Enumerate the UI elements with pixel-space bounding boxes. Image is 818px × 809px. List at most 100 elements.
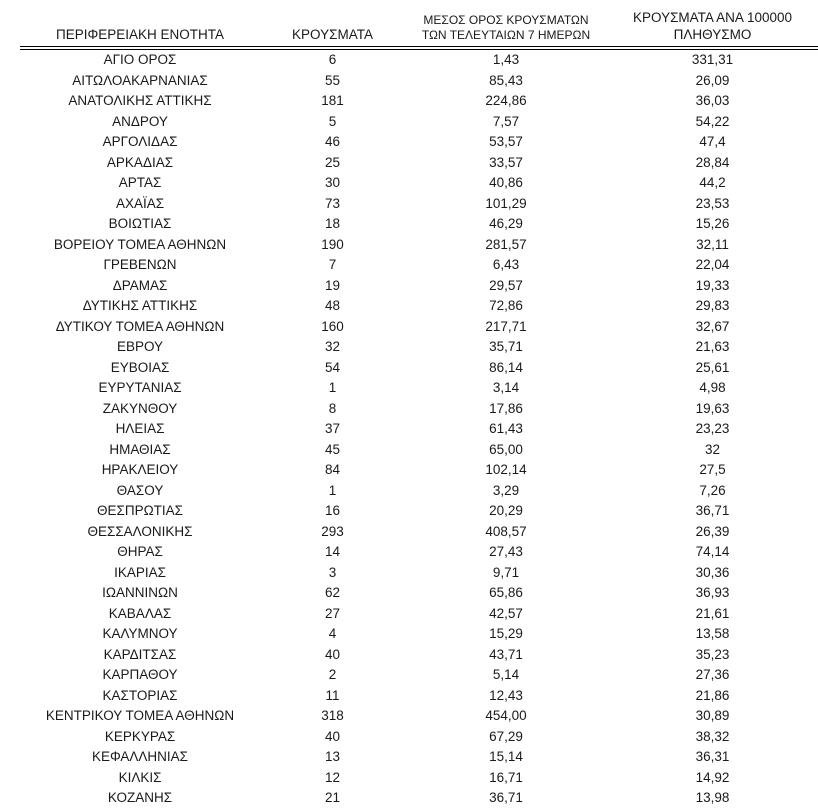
cell-per100k: 13,58 [695,626,730,641]
cell-region: ΚΕΝΤΡΙΚΟΥ ΤΟΜΕΑ ΑΘΗΝΩΝ [45,708,235,723]
table-row: ΗΛΕΙΑΣ 37 61,43 23,23 [20,419,818,440]
cell-cases: 1 [328,380,337,395]
cell-per100k: 38,32 [695,728,730,744]
column-header-per100k-line1: ΚΡΟΥΣΜΑΤΑ ΑΝΑ 100000 [633,10,792,25]
cell-avg7days: 27,43 [489,544,523,559]
cell-region: ΓΡΕΒΕΝΩΝ [103,257,177,272]
cell-cases: 8 [328,400,337,416]
table-row: ΑΙΤΩΛΟΑΚΑΡΝΑΝΙΑΣ 55 85,43 26,09 [20,71,818,92]
cell-region: ΑΓΙΟ ΟΡΟΣ [103,52,177,67]
cell-cases: 2 [328,667,337,682]
table-row: ΑΓΙΟ ΟΡΟΣ 6 1,43 331,31 [20,48,818,71]
cell-avg7days: 16,71 [489,769,523,785]
cell-avg7days: 5,14 [492,667,520,682]
cell-region: ΘΗΡΑΣ [117,544,163,559]
cell-avg7days: 3,14 [492,380,520,395]
cell-avg7days: 20,29 [489,503,523,518]
cell-cases: 27 [324,605,341,621]
cell-avg7days: 29,57 [489,277,523,293]
cell-cases: 46 [324,134,341,149]
cell-cases: 54 [324,359,341,375]
cell-per100k: 28,84 [695,154,730,170]
table-row: ΚΙΛΚΙΣ 12 16,71 14,92 [20,768,818,789]
cell-region: ΑΧΑΪΑΣ [115,195,165,211]
column-header-avg7days-line2: ΤΩΝ ΤΕΛΕΥΤΑΙΩΝ 7 ΗΜΕΡΩΝ [421,28,591,42]
cell-per100k: 23,23 [695,421,730,436]
cell-avg7days: 17,86 [489,400,523,416]
table-row: ΚΕΡΚΥΡΑΣ 40 67,29 38,32 [20,727,818,748]
cell-avg7days: 15,29 [489,626,523,641]
cell-per100k: 36,71 [695,503,730,518]
cell-avg7days: 42,57 [489,605,523,621]
cell-cases: 11 [325,687,340,703]
cell-cases: 293 [321,523,344,539]
cell-cases: 32 [324,339,341,354]
column-header-avg7days-line1: ΜΕΣΟΣ ΟΡΟΣ ΚΡΟΥΣΜΑΤΩΝ [423,13,589,27]
table-row: ΒΟΙΩΤΙΑΣ 18 46,29 15,26 [20,214,818,235]
cell-region: ΑΡΤΑΣ [118,175,162,190]
cell-per100k: 29,83 [695,298,730,313]
cell-per100k: 19,63 [695,400,730,416]
cell-cases: 40 [324,646,341,662]
column-header-per100k-line2: ΠΛΗΘΥΣΜΟ [673,27,752,42]
cell-region: ΑΙΤΩΛΟΑΚΑΡΝΑΝΙΑΣ [72,72,208,88]
cell-cases: 16 [324,503,341,518]
cell-per100k: 36,31 [695,749,730,764]
cell-per100k: 19,33 [695,277,730,293]
table-row: ΗΜΑΘΙΑΣ 45 65,00 32 [20,440,818,461]
table-row: ΘΕΣΣΑΛΟΝΙΚΗΣ 293 408,57 26,39 [20,522,818,543]
table-row: ΚΑΣΤΟΡΙΑΣ 11 12,43 21,86 [20,686,818,707]
table-row: ΔΡΑΜΑΣ 19 29,57 19,33 [20,276,818,297]
cell-avg7days: 3,29 [492,482,520,498]
cell-avg7days: 15,14 [489,749,523,764]
table-row: ΚΑΒΑΛΑΣ 27 42,57 21,61 [20,604,818,625]
cell-region: ΕΒΡΟΥ [116,339,164,354]
cell-per100k: 27,5 [699,462,726,477]
cell-per100k: 30,89 [695,708,730,723]
cell-per100k: 26,39 [695,523,730,539]
column-header-per100k: ΚΡΟΥΣΜΑΤΑ ΑΝΑ 100000 ΠΛΗΘΥΣΜΟ [607,0,818,50]
cell-region: ΕΥΡΥΤΑΝΙΑΣ [98,380,182,395]
cell-cases: 318 [321,708,344,723]
cell-cases: 6 [328,52,337,67]
table-row: ΑΡΚΑΔΙΑΣ 25 33,57 28,84 [20,153,818,174]
cell-region: ΑΡΚΑΔΙΑΣ [106,154,174,170]
cell-cases: 55 [324,72,341,88]
cell-per100k: 14,92 [695,769,730,785]
table-row: ΙΚΑΡΙΑΣ 3 9,71 30,36 [20,563,818,584]
cell-avg7days: 6,43 [492,257,520,272]
cell-avg7days: 101,29 [485,195,527,211]
table-row: ΘΑΣΟΥ 1 3,29 7,26 [20,481,818,502]
cell-region: ΗΛΕΙΑΣ [115,421,165,436]
cell-cases: 30 [324,175,341,190]
cell-region: ΚΙΛΚΙΣ [118,769,162,785]
cell-cases: 181 [321,93,344,108]
cell-avg7days: 46,29 [489,216,523,231]
cell-region: ΒΟΙΩΤΙΑΣ [108,216,172,231]
cell-avg7days: 102,14 [485,462,527,477]
cell-avg7days: 67,29 [489,728,523,744]
cell-avg7days: 7,57 [492,113,520,129]
cell-avg7days: 65,86 [489,585,523,600]
cell-per100k: 26,09 [695,72,730,88]
cell-cases: 84 [324,462,341,477]
cell-per100k: 7,26 [699,482,726,498]
cell-avg7days: 12,43 [489,687,523,703]
cell-per100k: 36,03 [695,93,730,108]
table-row: ΚΟΖΑΝΗΣ 21 36,71 13,98 [20,788,818,809]
cell-per100k: 21,63 [695,339,730,354]
cell-cases: 21 [324,790,341,805]
cell-per100k: 21,86 [695,687,730,703]
table-row: ΚΕΦΑΛΛΗΝΙΑΣ 13 15,14 36,31 [20,747,818,768]
cell-region: ΚΑΣΤΟΡΙΑΣ [102,687,178,703]
table-row: ΑΝΑΤΟΛΙΚΗΣ ΑΤΤΙΚΗΣ 181 224,86 36,03 [20,91,818,112]
cell-region: ΚΑΡΔΙΤΣΑΣ [103,646,177,662]
cell-region: ΚΕΦΑΛΛΗΝΙΑΣ [91,749,189,764]
cell-cases: 12 [324,769,341,785]
cell-region: ΚΑΒΑΛΑΣ [108,605,172,621]
cell-avg7days: 65,00 [489,441,523,457]
cell-avg7days: 408,57 [485,523,527,539]
cell-cases: 18 [324,216,341,231]
cell-avg7days: 40,86 [489,175,523,190]
cell-per100k: 22,04 [695,257,730,272]
